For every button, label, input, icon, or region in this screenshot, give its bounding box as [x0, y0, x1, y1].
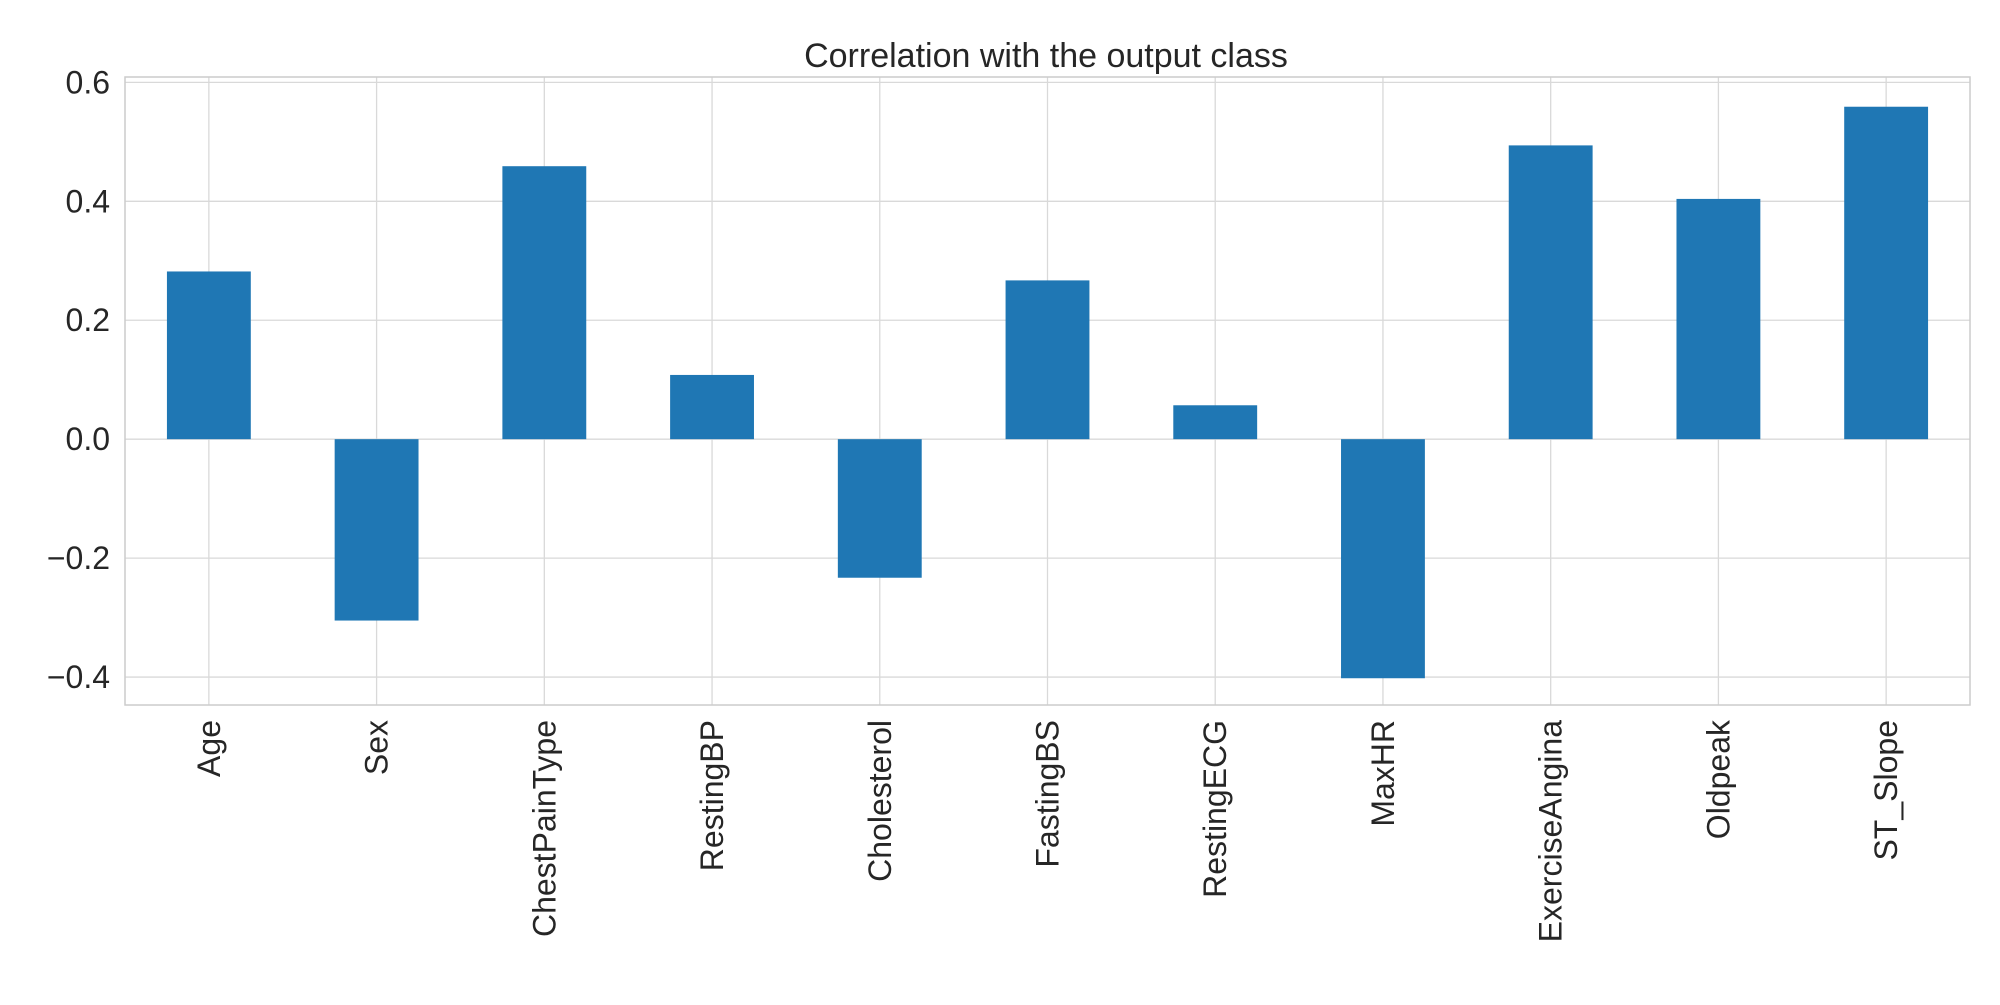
- x-tick-label: Sex: [359, 720, 395, 775]
- x-tick-label: FastingBS: [1030, 720, 1066, 868]
- y-tick-label: −0.2: [47, 540, 110, 576]
- bar-cholesterol: [837, 439, 922, 578]
- y-tick-label: 0.2: [66, 302, 110, 338]
- bar-oldpeak: [1676, 198, 1761, 440]
- y-tick-label: 0.4: [66, 183, 110, 219]
- bar-maxhr: [1341, 439, 1425, 679]
- bar-restingbp: [670, 374, 754, 440]
- x-tick-label: Cholesterol: [862, 720, 898, 882]
- x-tick-label: ExerciseAngina: [1533, 720, 1569, 943]
- y-tick-label: 0.6: [66, 64, 110, 100]
- bar-sex: [334, 439, 419, 621]
- x-tick-label: ChestPainType: [526, 720, 562, 937]
- x-axis-ticks: Age Sex ChestPainType RestingBP Cholesterol F…: [191, 719, 1904, 942]
- bar-fastingbs: [1005, 280, 1090, 440]
- bar-st-slope: [1844, 106, 1929, 440]
- bar-restingecg: [1173, 405, 1258, 440]
- y-tick-label: 0.0: [66, 421, 110, 457]
- x-tick-label: RestingBP: [694, 720, 730, 871]
- bar-exerciseangina: [1508, 145, 1593, 440]
- chart-title: Correlation with the output class: [804, 37, 1288, 75]
- bars: [166, 106, 1929, 679]
- bar-age: [166, 271, 251, 440]
- x-tick-label: MaxHR: [1365, 720, 1401, 827]
- plot-frame: [124, 76, 1971, 706]
- x-tick-label: Oldpeak: [1700, 719, 1736, 839]
- x-tick-label: ST_Slope: [1868, 720, 1904, 861]
- y-axis-ticks: 0.6 0.4 0.2 0.0 −0.2 −0.4: [47, 64, 110, 695]
- x-tick-label: Age: [191, 720, 227, 777]
- bar-chestpaintype: [502, 166, 587, 440]
- x-tick-label: RestingECG: [1197, 720, 1233, 898]
- y-tick-label: −0.4: [47, 659, 110, 695]
